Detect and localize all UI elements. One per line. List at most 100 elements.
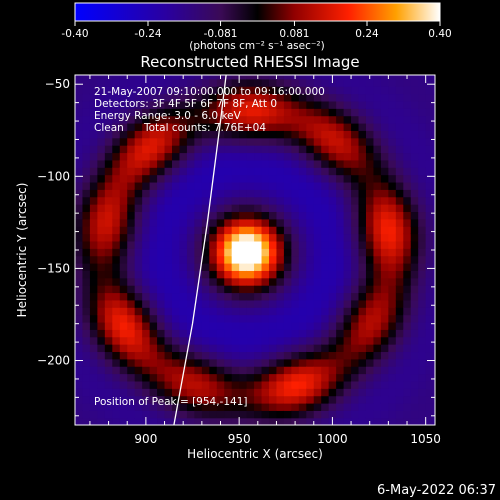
heatmap-cell (261, 351, 270, 360)
heatmap-cell (373, 233, 382, 242)
heatmap-cell (433, 255, 435, 264)
heatmap-cell (149, 277, 158, 286)
heatmap-cell (358, 417, 367, 425)
heatmap-cell (194, 122, 203, 131)
heatmap-cell (358, 152, 367, 161)
heatmap-cell (291, 351, 300, 360)
heatmap-cell (433, 262, 435, 271)
heatmap-cell (194, 115, 203, 124)
heatmap-cell (410, 122, 419, 131)
heatmap-cell (157, 314, 166, 323)
heatmap-cell (313, 402, 322, 411)
y-tick-label: −200 (37, 354, 70, 368)
heatmap-cell (179, 203, 188, 213)
heatmap-cell (351, 277, 360, 286)
heatmap-cell (306, 417, 315, 425)
heatmap-cell (134, 351, 143, 360)
heatmap-cell (209, 100, 218, 109)
heatmap-cell (186, 203, 196, 213)
heatmap-cell (134, 145, 143, 154)
heatmap-cell (97, 152, 106, 161)
heatmap-cell (321, 366, 330, 375)
heatmap-cell (268, 122, 278, 131)
heatmap-cell (104, 240, 113, 249)
heatmap-cell (239, 321, 248, 330)
heatmap-cell (418, 292, 427, 301)
heatmap-cell (403, 366, 412, 375)
heatmap-cell (119, 181, 128, 190)
heatmap-cell (336, 240, 345, 249)
heatmap-cell (321, 336, 330, 345)
heatmap-cell (298, 137, 307, 146)
heatmap-cell (418, 233, 427, 242)
heatmap-cell (75, 145, 84, 154)
heatmap-cell (261, 130, 270, 139)
heatmap-cell (298, 174, 307, 183)
heatmap-cell (246, 211, 255, 220)
heatmap-cell (171, 366, 181, 375)
heatmap-cell (224, 93, 233, 102)
heatmap-cell (209, 358, 218, 367)
heatmap-cell (388, 115, 397, 124)
heatmap-cell (254, 100, 263, 109)
heatmap-cell (127, 343, 136, 353)
heatmap-cell (246, 78, 255, 87)
heatmap-cell (254, 218, 263, 227)
heatmap-cell (358, 366, 367, 375)
heatmap-cell (306, 218, 315, 227)
heatmap-cell (201, 336, 210, 345)
heatmap-cell (261, 388, 270, 397)
heatmap-cell (209, 277, 218, 286)
heatmap-cell (119, 358, 128, 367)
heatmap-cell (209, 159, 218, 168)
heatmap-cell (224, 159, 233, 168)
heatmap-cell (142, 262, 151, 271)
heatmap-cell (97, 181, 106, 190)
heatmap-cell (82, 211, 91, 220)
heatmap-cell (224, 366, 233, 375)
heatmap-cell (231, 137, 240, 146)
heatmap-cell (231, 285, 240, 294)
heatmap-cell (82, 100, 91, 109)
heatmap-cell (75, 108, 84, 117)
heatmap-cell (75, 373, 84, 382)
heatmap-cell (82, 292, 91, 301)
heatmap-cell (142, 86, 151, 95)
heatmap-cell (246, 130, 255, 139)
heatmap-cell (97, 218, 106, 227)
heatmap-cell (306, 86, 315, 95)
heatmap-cell (418, 366, 427, 375)
heatmap-cell (127, 189, 136, 198)
heatmap-cell (119, 174, 128, 183)
heatmap-cell (216, 130, 225, 139)
heatmap-cell (313, 159, 322, 168)
heatmap-cell (313, 226, 322, 235)
heatmap-cell (276, 203, 285, 213)
heatmap-cell (224, 130, 233, 139)
heatmap-cell (104, 336, 113, 345)
heatmap-cell (351, 233, 360, 242)
heatmap-cell (395, 233, 404, 242)
heatmap-cell (82, 174, 91, 183)
heatmap-cell (179, 226, 188, 235)
heatmap-cell (351, 75, 360, 80)
heatmap-cell (104, 285, 113, 294)
heatmap-cell (104, 78, 113, 87)
heatmap-cell (306, 108, 315, 117)
heatmap-cell (104, 388, 113, 397)
heatmap-cell (157, 299, 166, 308)
heatmap-cell (179, 351, 188, 360)
heatmap-cell (336, 380, 345, 389)
heatmap-cell (283, 248, 293, 257)
heatmap-cell (395, 174, 404, 183)
heatmap-cell (231, 262, 240, 271)
colorbar (74, 2, 441, 22)
heatmap-cell (336, 299, 345, 308)
heatmap-cell (104, 100, 113, 109)
heatmap-cell (418, 159, 427, 168)
heatmap-cell (321, 115, 330, 124)
heatmap-cell (142, 380, 151, 389)
heatmap-cell (157, 152, 166, 161)
heatmap-cell (179, 145, 188, 154)
heatmap-cell (358, 240, 367, 249)
